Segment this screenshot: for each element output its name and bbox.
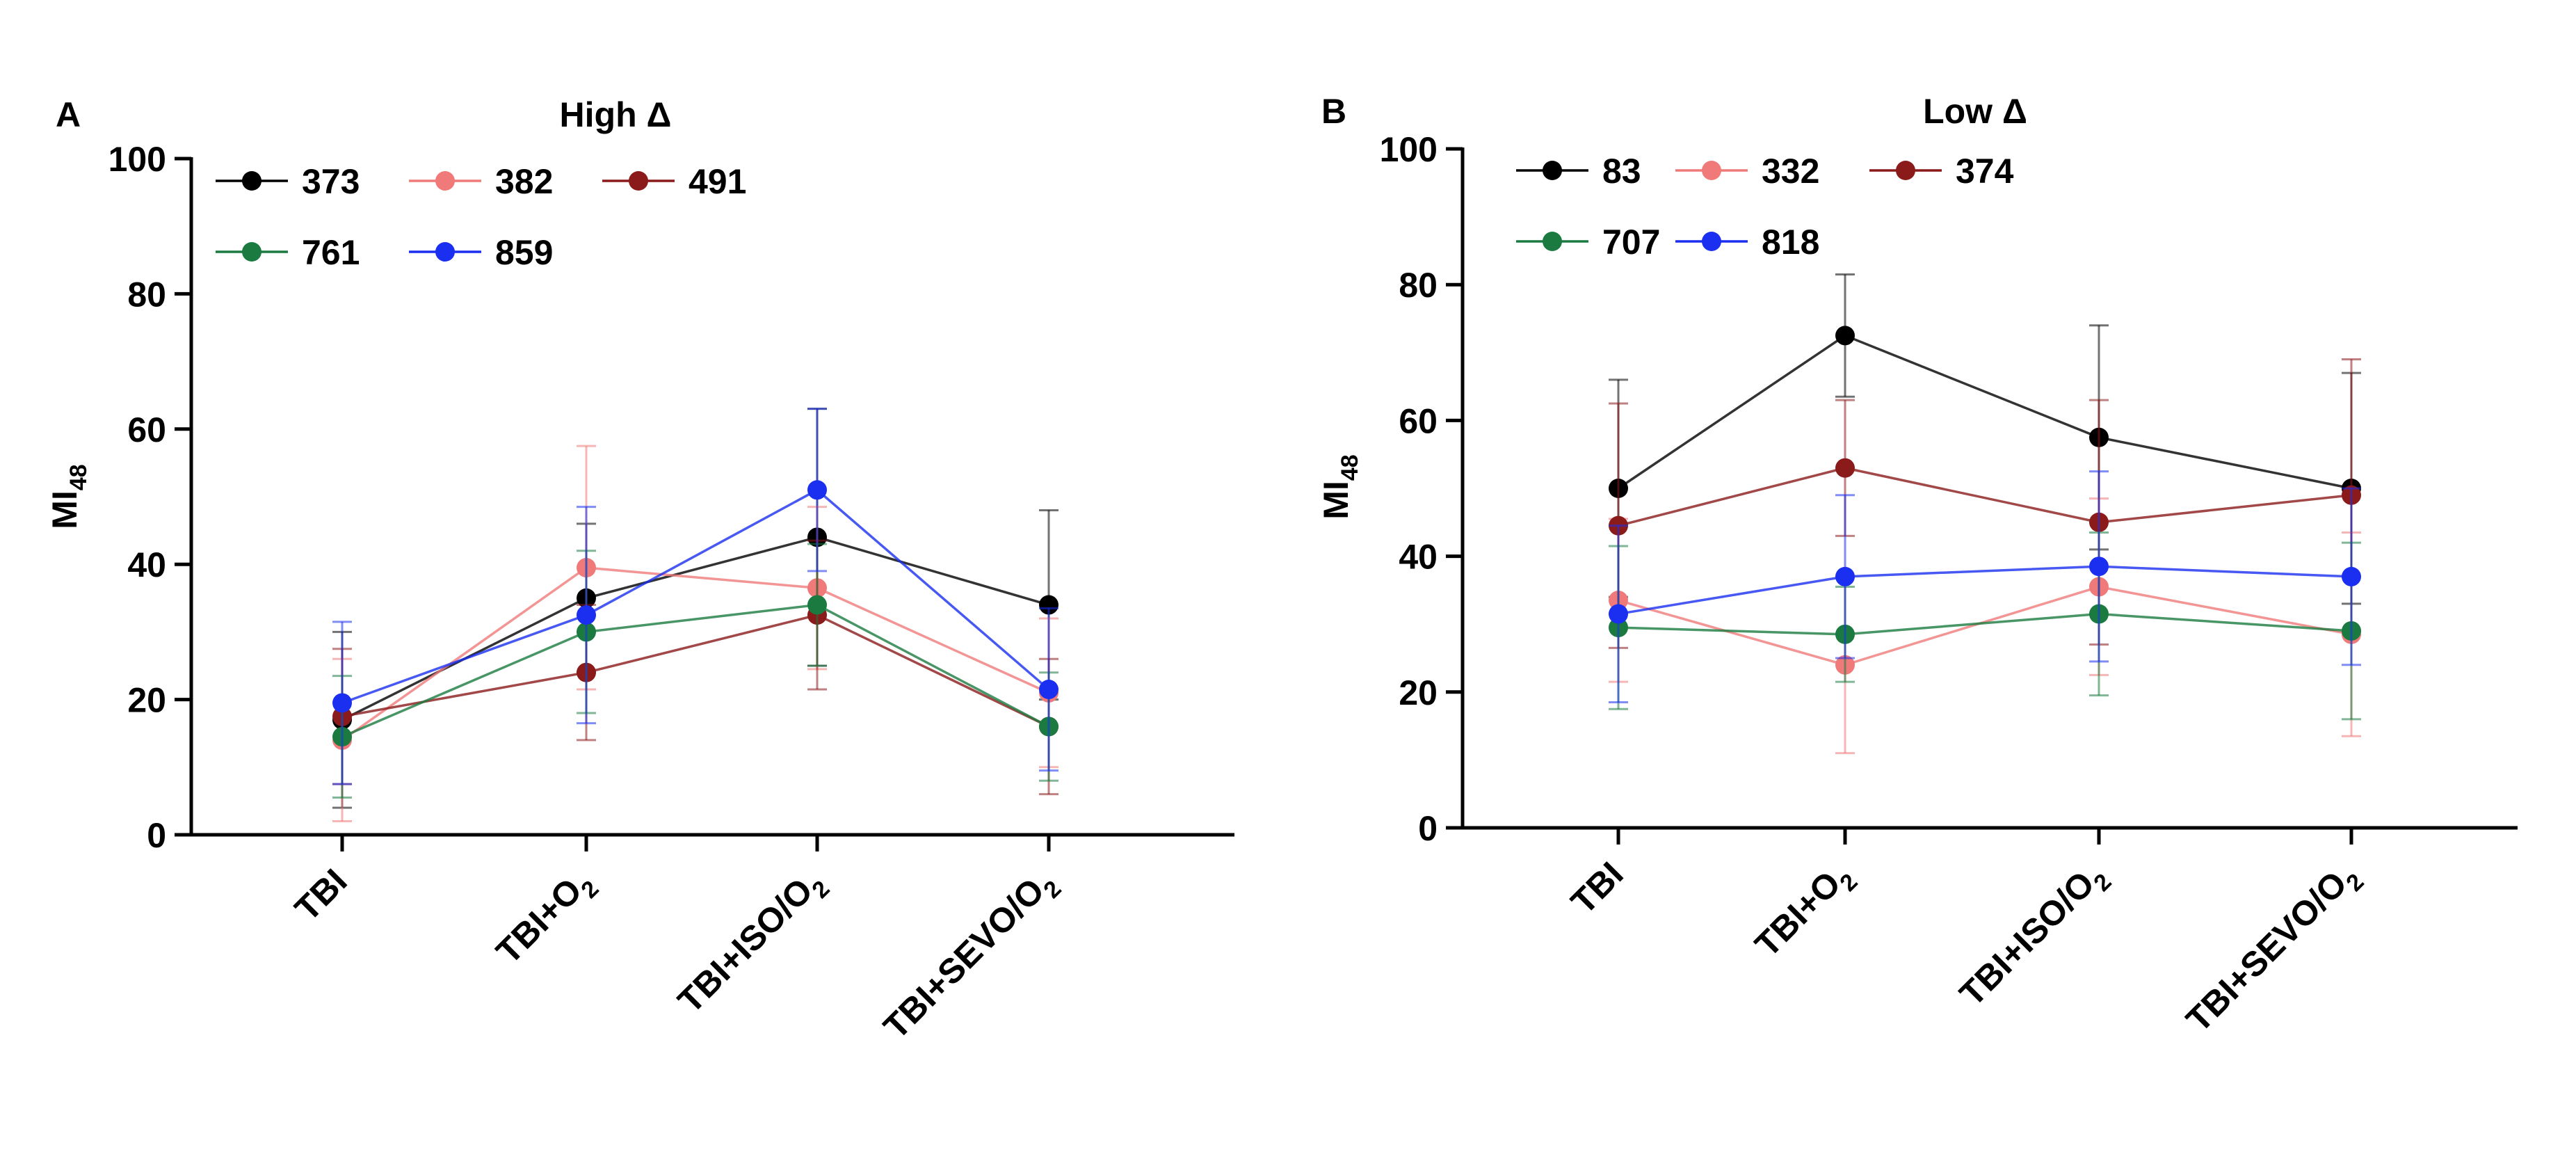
- legend-swatch-marker: [1543, 232, 1562, 251]
- panel-b-y-tick-label: 100: [1380, 130, 1438, 169]
- legend-label: 491: [689, 162, 746, 201]
- panel-a-title: High Δ: [560, 95, 672, 134]
- panel-b-series-374: [1609, 358, 2361, 649]
- panel-a-x-tick-label-tbi-o2: TBI+O2: [489, 861, 604, 977]
- chart-panel-b: 0 20 40 60 80 100 TBI TBI+O2 TBI+ISO/O2 TBI+SEVO/…: [1317, 92, 2518, 1045]
- panel-b-series-83: [1609, 273, 2361, 605]
- panel-b-legend-item-83: 83: [1516, 152, 1641, 191]
- legend-label: 374: [1956, 152, 2014, 191]
- panel-a-y-tick-label: 100: [108, 140, 166, 179]
- series-line-818: [1618, 565, 2352, 616]
- panel-a-legend-item-761: 761: [216, 233, 360, 272]
- data-point-818: [1835, 566, 1855, 586]
- data-point-859: [807, 480, 827, 500]
- panel-b-title: Low Δ: [1923, 92, 2027, 131]
- data-point-373: [1039, 595, 1058, 615]
- panel-a-y-tick-label: 80: [127, 275, 166, 314]
- legend-swatch-marker: [242, 242, 261, 262]
- panel-a-legend-item-491: 491: [602, 162, 746, 201]
- series-line-83: [1618, 334, 2352, 490]
- panel-a-legend-item-382: 382: [409, 162, 553, 201]
- legend-swatch-marker: [1543, 161, 1562, 180]
- panel-a-series-859: [332, 408, 1058, 785]
- panel-a-y-tick-label: 60: [127, 410, 166, 449]
- series-line-761: [341, 603, 1049, 738]
- panel-b-series-707: [1609, 531, 2361, 721]
- data-point-859: [332, 693, 352, 713]
- chart-panel-a: 0 20 40 60 80 100 TBI TBI+O2 TBI+ISO/O2 TBI+SEVO/…: [45, 95, 1234, 1052]
- panel-b-legend-item-332: 332: [1675, 152, 1819, 191]
- series-line-491: [341, 614, 1049, 728]
- panel-b-panel-letter: B: [1321, 92, 1346, 131]
- legend-swatch-marker: [1702, 232, 1721, 251]
- legend-swatch-marker: [1896, 161, 1915, 180]
- legend-swatch-marker: [1702, 161, 1721, 180]
- series-line-332: [1618, 585, 2352, 666]
- data-point-818: [1609, 604, 1628, 624]
- panel-b-y-tick-label: 20: [1399, 673, 1438, 712]
- panel-b-y-tick-label: 60: [1399, 401, 1438, 440]
- data-point-761: [807, 595, 827, 615]
- panel-a-x-tick-label-tbi: TBI: [287, 861, 355, 929]
- series-line-707: [1618, 612, 2352, 636]
- panel-b-y-tick-label: 0: [1418, 809, 1438, 848]
- panel-a-legend-item-859: 859: [409, 233, 553, 272]
- series-line-374: [1618, 466, 2352, 527]
- panel-b-legend-item-818: 818: [1675, 223, 1819, 262]
- panel-b-series-332: [1609, 497, 2361, 755]
- data-point-374: [1835, 458, 1855, 478]
- legend-swatch-marker: [435, 171, 455, 191]
- legend-label: 818: [1762, 223, 1819, 262]
- panel-b-y-axis-title: MI48: [1317, 454, 1363, 519]
- data-point-83: [1835, 326, 1855, 346]
- panel-a-x-tick-label-tbi-iso-o2: TBI+ISO/O2: [670, 861, 835, 1026]
- data-point-859: [577, 605, 596, 625]
- data-point-818: [2342, 566, 2361, 586]
- legend-label: 761: [302, 233, 360, 272]
- legend-label: 83: [1602, 152, 1641, 191]
- panel-b-y-tick-label: 80: [1399, 266, 1438, 305]
- data-point-859: [1039, 680, 1058, 700]
- series-line-859: [341, 488, 1050, 705]
- panel-b-legend-item-374: 374: [1869, 152, 2014, 191]
- panel-b-x-tick-label-tbi: TBI: [1563, 854, 1631, 922]
- panel-a-series-382: [332, 445, 1058, 823]
- panel-a-y-tick-label: 0: [147, 816, 166, 855]
- panel-b-series-818: [1609, 470, 2361, 703]
- panel-b-legend-item-707: 707: [1516, 223, 1660, 262]
- panel-a-y-tick-label: 20: [127, 681, 166, 720]
- panel-b-x-tick-label-tbi-iso-o2: TBI+ISO/O2: [1952, 854, 2117, 1019]
- panel-a-legend-item-373: 373: [216, 162, 360, 201]
- data-point-818: [2089, 557, 2109, 577]
- panel-a-x-tick-label-tbi-sevo-o2: TBI+SEVO/O2: [876, 861, 1067, 1052]
- panel-a-panel-letter: A: [56, 95, 81, 134]
- panel-b-x-tick-label-tbi-sevo-o2: TBI+SEVO/O2: [2179, 854, 2369, 1045]
- legend-swatch-marker: [435, 242, 455, 262]
- legend-label: 859: [495, 233, 553, 272]
- panel-b-x-tick-label-tbi-o2: TBI+O2: [1748, 854, 1863, 970]
- panel-a-y-tick-label: 40: [127, 545, 166, 584]
- legend-swatch-marker: [629, 171, 648, 191]
- legend-label: 332: [1762, 152, 1819, 191]
- legend-label: 382: [495, 162, 553, 201]
- series-line-382: [341, 566, 1049, 742]
- panel-b-y-tick-label: 40: [1399, 538, 1438, 577]
- panel-a-y-axis-title: MI48: [45, 464, 92, 529]
- panel-a-series-373: [332, 408, 1058, 809]
- legend-label: 373: [302, 162, 360, 201]
- legend-swatch-marker: [242, 171, 261, 191]
- legend-label: 707: [1602, 223, 1660, 262]
